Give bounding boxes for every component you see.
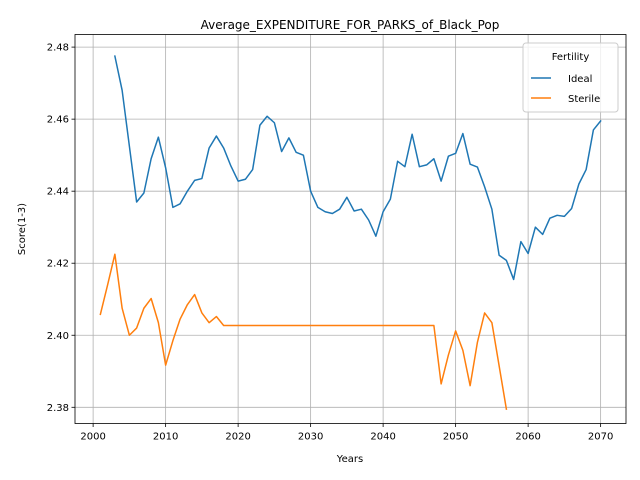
grid-lines <box>75 34 626 424</box>
x-tick-label: 2020 <box>225 432 250 443</box>
x-tick-label: 2060 <box>515 432 540 443</box>
series-layer <box>99 55 602 410</box>
y-tick-label: 2.44 <box>47 187 69 198</box>
y-axis: 2.38 2.40 2.42 2.44 2.46 2.48 <box>47 43 75 414</box>
legend-box <box>522 42 619 113</box>
x-tick-label: 2030 <box>298 432 323 443</box>
legend-label-sterile: Sterile <box>568 94 600 105</box>
plot-frame <box>74 34 627 424</box>
x-tick-label: 2050 <box>443 432 468 443</box>
series-line-sterile <box>99 253 508 410</box>
y-tick-label: 2.40 <box>47 331 69 342</box>
y-tick-label: 2.38 <box>47 403 69 414</box>
x-tick-label: 2070 <box>588 432 613 443</box>
series-line-ideal <box>113 55 602 281</box>
legend: Fertility Ideal Sterile <box>522 42 619 113</box>
y-tick-label: 2.48 <box>47 43 69 54</box>
x-axis: 2000 2010 2020 2030 2040 2050 2060 2070 <box>80 423 613 443</box>
x-axis-label: Years <box>336 454 363 465</box>
y-tick-label: 2.42 <box>47 259 69 270</box>
y-axis-label: Score(1-3) <box>17 203 28 255</box>
legend-label-ideal: Ideal <box>568 74 592 85</box>
x-tick-label: 2000 <box>80 432 105 443</box>
chart-title: Average_EXPENDITURE_FOR_PARKS_of_Black_P… <box>201 18 500 32</box>
legend-title: Fertility <box>552 52 590 63</box>
y-tick-label: 2.46 <box>47 115 69 126</box>
x-tick-label: 2010 <box>153 432 178 443</box>
x-tick-label: 2040 <box>370 432 395 443</box>
